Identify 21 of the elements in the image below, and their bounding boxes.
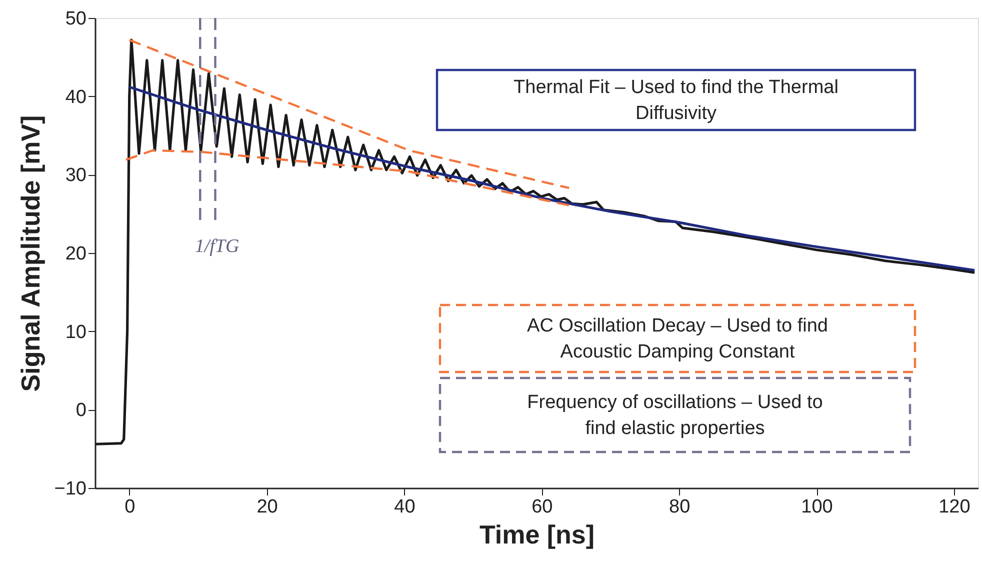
y-tick-label: 20 xyxy=(65,244,86,264)
x-axis-title: Time [ns] xyxy=(479,520,595,550)
x-tick-label: 60 xyxy=(532,496,553,518)
y-tick-label: 30 xyxy=(65,165,86,186)
annotation: AC Oscillation Decay – Used to find Acoustic Damping Constant xyxy=(527,316,828,362)
y-tick-label: 40 xyxy=(65,86,86,108)
y-tick-label: 50 xyxy=(65,8,86,30)
annotation: 1/fTG xyxy=(194,236,240,257)
y-tick-label: 10 xyxy=(65,322,86,343)
y-tick-label: −10 xyxy=(54,478,86,500)
annotation: Thermal Fit – Used to find the Thermal Diffusivity xyxy=(514,77,838,124)
x-tick-label: 80 xyxy=(669,496,690,518)
line-series xyxy=(124,149,578,208)
x-tick-label: 120 xyxy=(938,496,970,518)
y-tick-label: 0 xyxy=(76,400,86,422)
y-axis-title: Signal Amplitude [mV] xyxy=(15,115,46,392)
x-tick-label: 40 xyxy=(394,496,416,518)
x-tick-label: 100 xyxy=(801,496,833,518)
annotation: Frequency of oscillations – Used to find elastic properties xyxy=(527,392,823,439)
x-tick-label: 20 xyxy=(256,496,278,518)
x-tick-label: 0 xyxy=(124,496,136,518)
